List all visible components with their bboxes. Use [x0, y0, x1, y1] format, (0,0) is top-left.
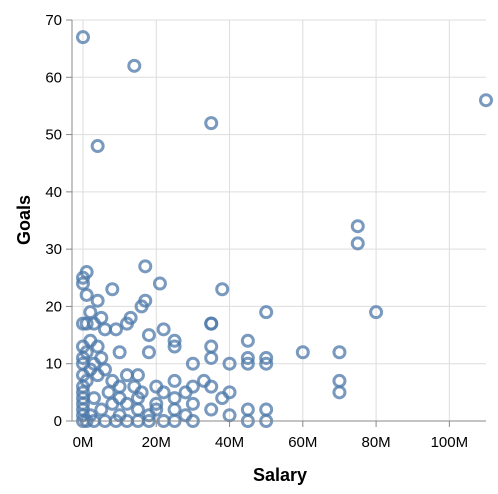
data-point [75, 350, 90, 365]
x-tick-label: 80M [361, 434, 390, 451]
data-point [240, 333, 255, 348]
data-point [167, 391, 182, 406]
y-tick-label: 50 [45, 127, 62, 144]
data-point [149, 396, 164, 411]
data-point [90, 139, 105, 154]
scatter-points [75, 30, 493, 428]
data-point [141, 345, 156, 360]
data-point [185, 396, 200, 411]
y-tick-label: 70 [45, 12, 62, 29]
data-point [105, 396, 120, 411]
data-point [86, 316, 101, 331]
data-point [75, 270, 90, 285]
data-point [240, 402, 255, 417]
data-point [112, 345, 127, 360]
data-point [369, 305, 384, 320]
data-point [204, 316, 219, 331]
data-point [105, 282, 120, 297]
data-point [185, 356, 200, 371]
y-tick-label: 0 [54, 413, 62, 430]
x-tick-label: 0M [73, 434, 94, 451]
x-tick-label: 40M [215, 434, 244, 451]
data-point [204, 339, 219, 354]
data-point [141, 328, 156, 343]
data-point [79, 287, 94, 302]
data-point [130, 402, 145, 417]
data-point [119, 368, 134, 383]
data-point [240, 356, 255, 371]
data-point [86, 391, 101, 406]
y-tick-label: 60 [45, 69, 62, 86]
data-point [90, 293, 105, 308]
data-point [259, 350, 274, 365]
data-point [350, 236, 365, 251]
x-tick-label: 60M [288, 434, 317, 451]
data-point [97, 322, 112, 337]
data-point [83, 305, 98, 320]
data-point [259, 402, 274, 417]
data-point [204, 402, 219, 417]
data-point [119, 396, 134, 411]
data-point [240, 350, 255, 365]
grid [72, 19, 486, 422]
data-point [204, 116, 219, 131]
data-point [119, 316, 134, 331]
data-point [167, 373, 182, 388]
data-point [101, 385, 116, 400]
data-point [156, 385, 171, 400]
data-point [79, 316, 94, 331]
data-point [134, 299, 149, 314]
y-tick-label: 30 [45, 241, 62, 258]
x-tick-label: 20M [142, 434, 171, 451]
data-point [332, 385, 347, 400]
data-point [178, 385, 193, 400]
data-point [479, 93, 493, 108]
y-tick-label: 20 [45, 298, 62, 315]
data-point [350, 219, 365, 234]
data-point [215, 282, 230, 297]
data-point [332, 345, 347, 360]
data-point [138, 259, 153, 274]
data-point [204, 379, 219, 394]
data-point [215, 391, 230, 406]
x-tick-label: 100M [431, 434, 469, 451]
data-point [130, 368, 145, 383]
data-point [75, 30, 90, 45]
x-axis-title: Salary [253, 465, 307, 485]
data-point [259, 356, 274, 371]
data-point [295, 345, 310, 360]
data-point [108, 322, 123, 337]
data-point [167, 333, 182, 348]
y-tick-label: 40 [45, 184, 62, 201]
data-point [259, 305, 274, 320]
axes: 0M 20M 40M 60M 80M 100M 0 10 20 30 40 50 60 70 [45, 12, 486, 451]
data-point [204, 350, 219, 365]
data-point [222, 356, 237, 371]
y-axis-title: Goals [14, 195, 34, 245]
data-point [167, 402, 182, 417]
data-point [94, 402, 109, 417]
data-point [167, 339, 182, 354]
data-point [152, 276, 167, 291]
data-point [332, 373, 347, 388]
data-point [90, 368, 105, 383]
data-point [127, 58, 142, 73]
data-point [156, 322, 171, 337]
y-tick-label: 10 [45, 356, 62, 373]
